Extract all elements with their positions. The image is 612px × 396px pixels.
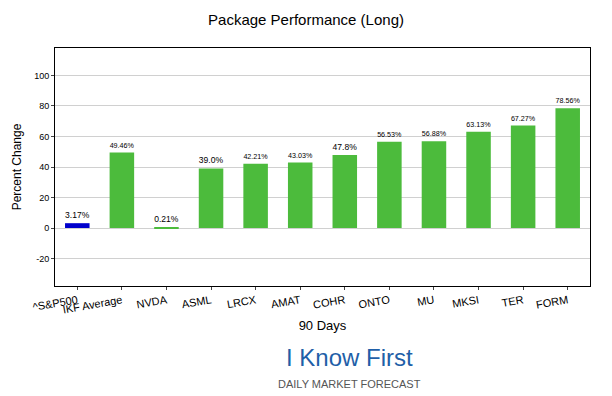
- svg-text:IKF Average: IKF Average: [62, 293, 124, 315]
- svg-text:FORM: FORM: [535, 293, 569, 310]
- svg-text:AMAT: AMAT: [270, 293, 302, 310]
- svg-text:MU: MU: [416, 293, 435, 308]
- svg-text:42.21%: 42.21%: [243, 153, 268, 161]
- svg-text:78.56%: 78.56%: [555, 97, 580, 105]
- svg-text:60: 60: [39, 132, 49, 142]
- svg-text:COHR: COHR: [312, 293, 346, 310]
- svg-text:ONTO: ONTO: [358, 293, 392, 310]
- svg-text:TER: TER: [501, 293, 525, 309]
- svg-text:3.17%: 3.17%: [65, 210, 90, 220]
- svg-text:-20: -20: [36, 254, 49, 264]
- svg-text:20: 20: [39, 193, 49, 203]
- svg-text:56.88%: 56.88%: [422, 130, 447, 138]
- svg-text:47.8%: 47.8%: [333, 142, 358, 152]
- svg-text:63.13%: 63.13%: [466, 121, 491, 129]
- svg-text:80: 80: [39, 101, 49, 111]
- svg-text:Package Performance (Long): Package Performance (Long): [208, 11, 404, 28]
- svg-text:I Know First: I Know First: [286, 344, 413, 371]
- svg-text:ASML: ASML: [181, 293, 213, 310]
- svg-text:40: 40: [39, 162, 49, 172]
- svg-text:^S&P500: ^S&P500: [32, 293, 79, 313]
- svg-text:0.21%: 0.21%: [154, 214, 179, 224]
- svg-text:0: 0: [44, 223, 49, 233]
- svg-text:NVDA: NVDA: [136, 293, 169, 310]
- svg-text:67.27%: 67.27%: [511, 115, 536, 123]
- svg-text:Percent Change: Percent Change: [10, 123, 24, 210]
- svg-text:DAILY MARKET FORECAST: DAILY MARKET FORECAST: [278, 378, 421, 390]
- svg-text:56.53%: 56.53%: [377, 131, 402, 139]
- svg-text:100: 100: [34, 71, 49, 81]
- svg-text:LRCX: LRCX: [226, 293, 258, 310]
- svg-text:49.46%: 49.46%: [110, 142, 135, 150]
- svg-text:90 Days: 90 Days: [299, 318, 347, 333]
- svg-text:39.0%: 39.0%: [199, 155, 224, 165]
- svg-text:43.03%: 43.03%: [288, 152, 313, 160]
- svg-text:MKSI: MKSI: [451, 293, 480, 309]
